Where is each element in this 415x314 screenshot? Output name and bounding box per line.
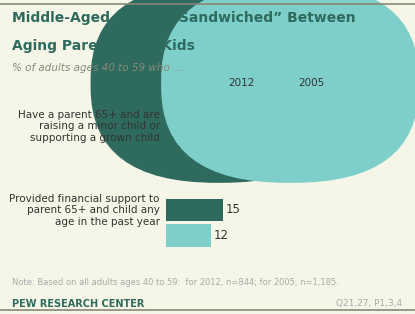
Text: Note: Based on all adults ages 40 to 59:  for 2012, n=844; for 2005, n=1,185.: Note: Based on all adults ages 40 to 59:… [12, 278, 339, 287]
Text: % of adults ages 40 to 59 who ...: % of adults ages 40 to 59 who ... [12, 63, 183, 73]
Bar [166, 224, 211, 247]
Bar [166, 144, 336, 166]
Text: 12: 12 [214, 229, 229, 242]
Text: Q21,27, P1,3,4: Q21,27, P1,3,4 [337, 299, 403, 308]
Text: Middle-Aged Adults “Sandwiched” Between: Middle-Aged Adults “Sandwiched” Between [12, 11, 356, 25]
Text: 2012: 2012 [228, 78, 254, 88]
Text: 2005: 2005 [299, 78, 325, 88]
Text: Have a parent 65+ and are
raising a minor child or
supporting a grown child: Have a parent 65+ and are raising a mino… [18, 110, 160, 143]
Bar [166, 118, 343, 141]
Text: Aging Parents and Kids: Aging Parents and Kids [12, 39, 195, 53]
Text: 45: 45 [338, 149, 353, 162]
Bar [166, 199, 222, 221]
Text: PEW RESEARCH CENTER: PEW RESEARCH CENTER [12, 299, 145, 309]
Text: 15: 15 [225, 203, 240, 216]
Text: Provided financial support to
parent 65+ and child any
age in the past year: Provided financial support to parent 65+… [10, 194, 160, 227]
Text: 47: 47 [346, 123, 361, 136]
